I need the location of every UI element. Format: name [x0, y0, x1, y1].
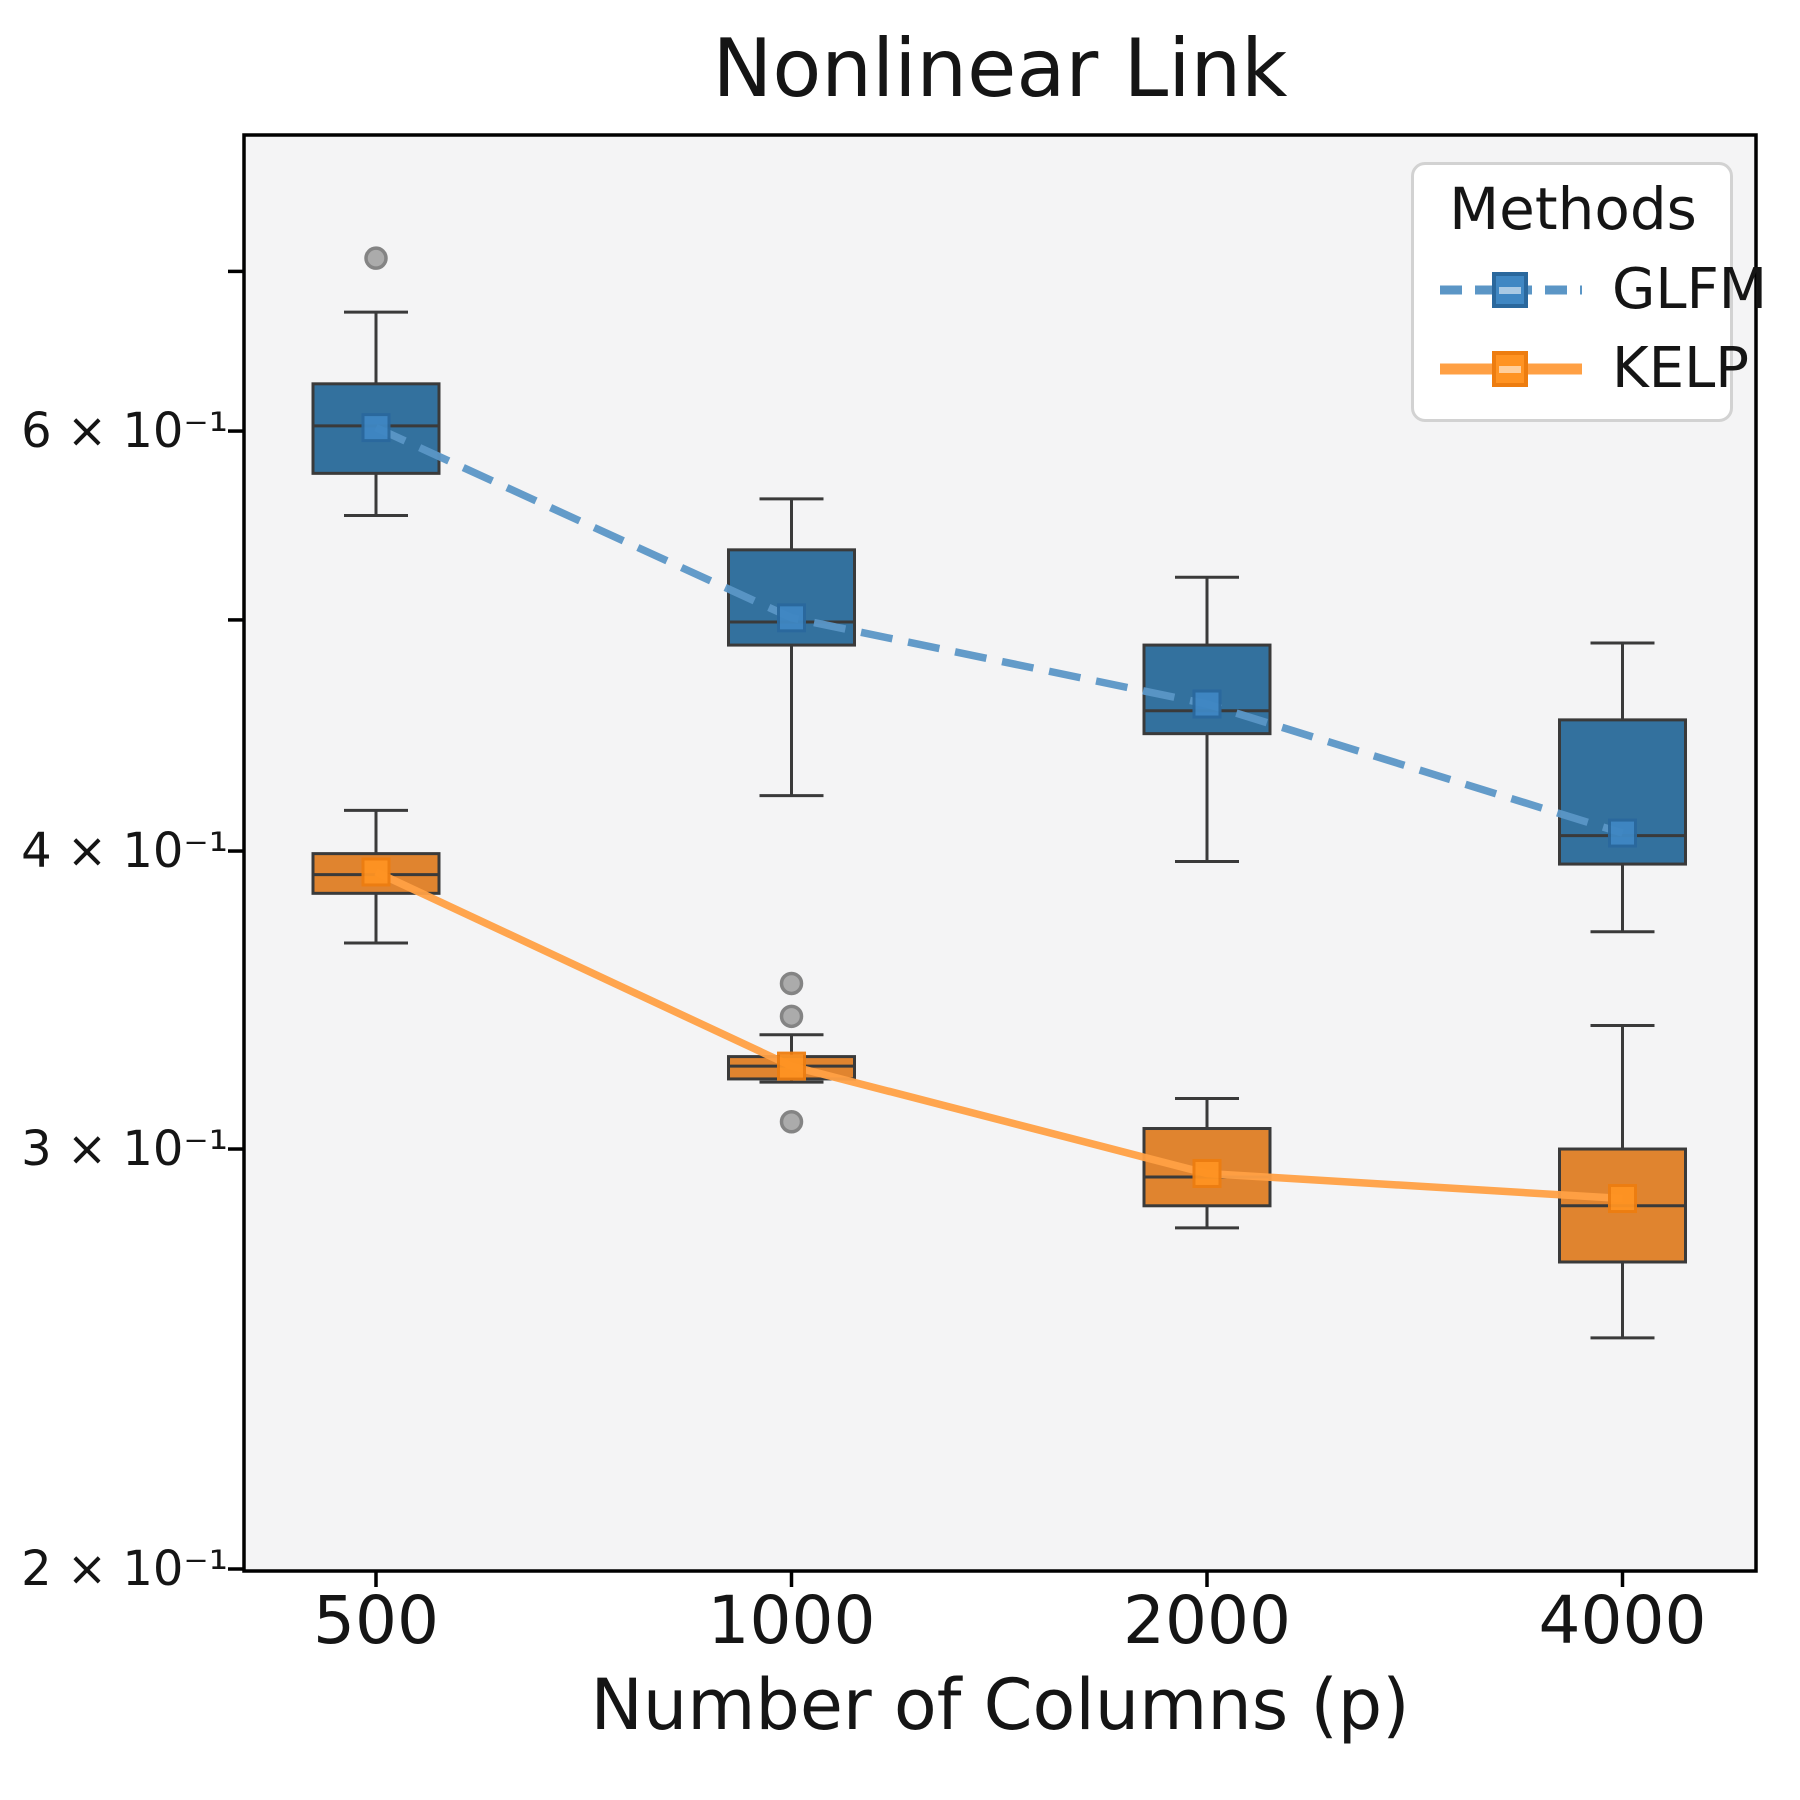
legend-entry-glfm: GLFM — [1436, 257, 1767, 322]
marker-kelp — [361, 857, 391, 887]
chart-title: Nonlinear Link — [712, 22, 1288, 115]
marker-kelp — [777, 1051, 806, 1081]
legend-entry-label: GLFM — [1612, 257, 1768, 322]
x-tick-label: 1000 — [707, 1582, 876, 1659]
legend-entry-kelp: KELP — [1436, 336, 1749, 401]
outlier-point — [779, 1110, 804, 1134]
y-tick-label: 3 × 10⁻¹ — [21, 1121, 228, 1178]
axes-spines — [242, 133, 1758, 1573]
trend-line-kelp — [374, 868, 1623, 1203]
outlier-point — [779, 1004, 804, 1029]
x-axis-label: Number of Columns (p) — [590, 1664, 1410, 1746]
x-tick-label: 4000 — [1538, 1582, 1707, 1659]
marker-glfm — [777, 603, 806, 633]
marker-glfm — [361, 413, 391, 443]
y-tick-label: 4 × 10⁻¹ — [21, 823, 228, 880]
kelp-solid-line-marker-icon — [1440, 350, 1582, 387]
marker-glfm — [1192, 689, 1222, 719]
y-tick-label: 2 × 10⁻¹ — [21, 1541, 228, 1597]
legend-title: Methods — [1449, 175, 1697, 243]
legend: Methods GLFM KELP — [1411, 162, 1767, 422]
legend-entry-label: KELP — [1612, 336, 1750, 401]
x-tick-label: 500 — [313, 1582, 439, 1659]
glfm-dashed-line-marker-icon — [1440, 271, 1582, 308]
marker-kelp — [1192, 1158, 1222, 1188]
outlier-point — [364, 246, 388, 270]
marker-glfm — [1608, 818, 1637, 848]
outlier-point — [779, 971, 804, 996]
marker-kelp — [1608, 1184, 1637, 1214]
x-tick-label: 2000 — [1123, 1582, 1291, 1659]
y-tick-label: 6 × 10⁻¹ — [21, 403, 228, 460]
